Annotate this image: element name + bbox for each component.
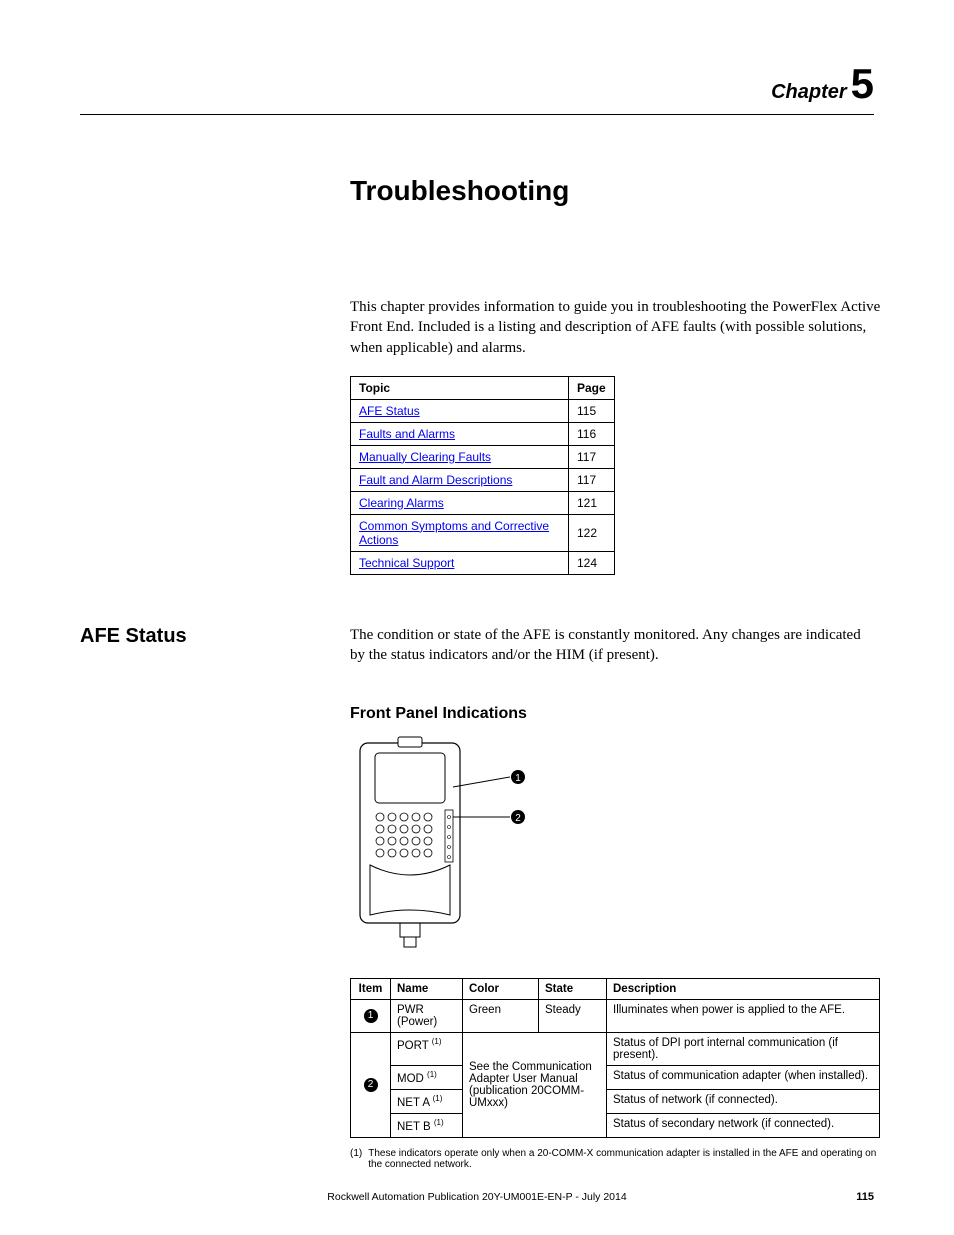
- ind-th-item: Item: [351, 979, 391, 1000]
- bullet-icon: 1: [364, 1009, 378, 1023]
- ind-merged-note: See the Communication Adapter User Manua…: [463, 1033, 607, 1137]
- svg-text:2: 2: [515, 813, 521, 824]
- ind-th-desc: Description: [607, 979, 880, 1000]
- table-row: NET A (1) Status of network (if connecte…: [351, 1090, 880, 1114]
- toc-page: 117: [569, 445, 615, 468]
- ind-th-name: Name: [391, 979, 463, 1000]
- chapter-number: 5: [851, 60, 874, 107]
- ind-desc: Status of network (if connected).: [607, 1090, 880, 1114]
- chapter-label: Chapter: [771, 81, 847, 103]
- ind-color: Green: [463, 1000, 539, 1033]
- bullet-icon: 2: [364, 1078, 378, 1092]
- toc-link[interactable]: Faults and Alarms: [359, 427, 455, 441]
- ind-th-state: State: [539, 979, 607, 1000]
- footnote: (1) These indicators operate only when a…: [350, 1148, 880, 1170]
- front-panel-figure: 1 2: [350, 735, 874, 960]
- toc-row: AFE Status 115: [351, 399, 615, 422]
- toc-row: Faults and Alarms 116: [351, 422, 615, 445]
- toc-row: Clearing Alarms 121: [351, 491, 615, 514]
- ind-name: MOD (1): [391, 1066, 463, 1090]
- footnote-marker: (1): [350, 1148, 362, 1170]
- ind-name: PWR (Power): [391, 1000, 463, 1033]
- toc-row: Common Symptoms and Corrective Actions 12…: [351, 514, 615, 551]
- ind-desc: Status of DPI port internal communicatio…: [607, 1033, 880, 1066]
- indicator-table: Item Name Color State Description 1 PWR …: [350, 978, 880, 1137]
- table-row: 1 PWR (Power) Green Steady Illuminates w…: [351, 1000, 880, 1033]
- toc-page: 121: [569, 491, 615, 514]
- table-row: MOD (1) Status of communication adapter …: [351, 1066, 880, 1090]
- ind-desc: Illuminates when power is applied to the…: [607, 1000, 880, 1033]
- toc-row: Fault and Alarm Descriptions 117: [351, 468, 615, 491]
- ind-desc: Status of communication adapter (when in…: [607, 1066, 880, 1090]
- toc-link[interactable]: Common Symptoms and Corrective Actions: [359, 519, 549, 547]
- ind-name: NET B (1): [391, 1113, 463, 1137]
- sub-heading-front-panel: Front Panel Indications: [350, 705, 874, 723]
- toc-link[interactable]: Technical Support: [359, 556, 454, 570]
- page-footer: Rockwell Automation Publication 20Y-UM00…: [0, 1191, 954, 1203]
- table-row: 2 PORT (1) See the Communication Adapter…: [351, 1033, 880, 1066]
- toc-header-page: Page: [569, 376, 615, 399]
- svg-text:1: 1: [515, 773, 521, 784]
- chapter-header: Chapter5: [80, 60, 874, 108]
- ind-desc: Status of secondary network (if connecte…: [607, 1113, 880, 1137]
- ind-name: PORT (1): [391, 1033, 463, 1066]
- toc-header-topic: Topic: [351, 376, 569, 399]
- footer-publication: Rockwell Automation Publication 20Y-UM00…: [327, 1191, 626, 1203]
- ind-name: NET A (1): [391, 1090, 463, 1114]
- toc-link[interactable]: AFE Status: [359, 404, 420, 418]
- section-heading-afe-status: AFE Status: [80, 625, 350, 666]
- table-row: NET B (1) Status of secondary network (i…: [351, 1113, 880, 1137]
- toc-link[interactable]: Clearing Alarms: [359, 496, 444, 510]
- footnote-text: These indicators operate only when a 20-…: [368, 1148, 880, 1170]
- toc-page: 124: [569, 551, 615, 574]
- toc-table: Topic Page AFE Status 115 Faults and Alar…: [350, 376, 615, 575]
- toc-row: Manually Clearing Faults 117: [351, 445, 615, 468]
- page-title: Troubleshooting: [350, 175, 874, 207]
- toc-page: 115: [569, 399, 615, 422]
- section-body-afe-status: The condition or state of the AFE is con…: [350, 625, 874, 666]
- footer-page-number: 115: [856, 1191, 874, 1203]
- toc-row: Technical Support 124: [351, 551, 615, 574]
- toc-page: 122: [569, 514, 615, 551]
- ind-state: Steady: [539, 1000, 607, 1033]
- toc-page: 116: [569, 422, 615, 445]
- toc-page: 117: [569, 468, 615, 491]
- toc-link[interactable]: Manually Clearing Faults: [359, 450, 491, 464]
- intro-paragraph: This chapter provides information to gui…: [350, 297, 890, 358]
- ind-th-color: Color: [463, 979, 539, 1000]
- header-rule: [80, 114, 874, 115]
- toc-link[interactable]: Fault and Alarm Descriptions: [359, 473, 512, 487]
